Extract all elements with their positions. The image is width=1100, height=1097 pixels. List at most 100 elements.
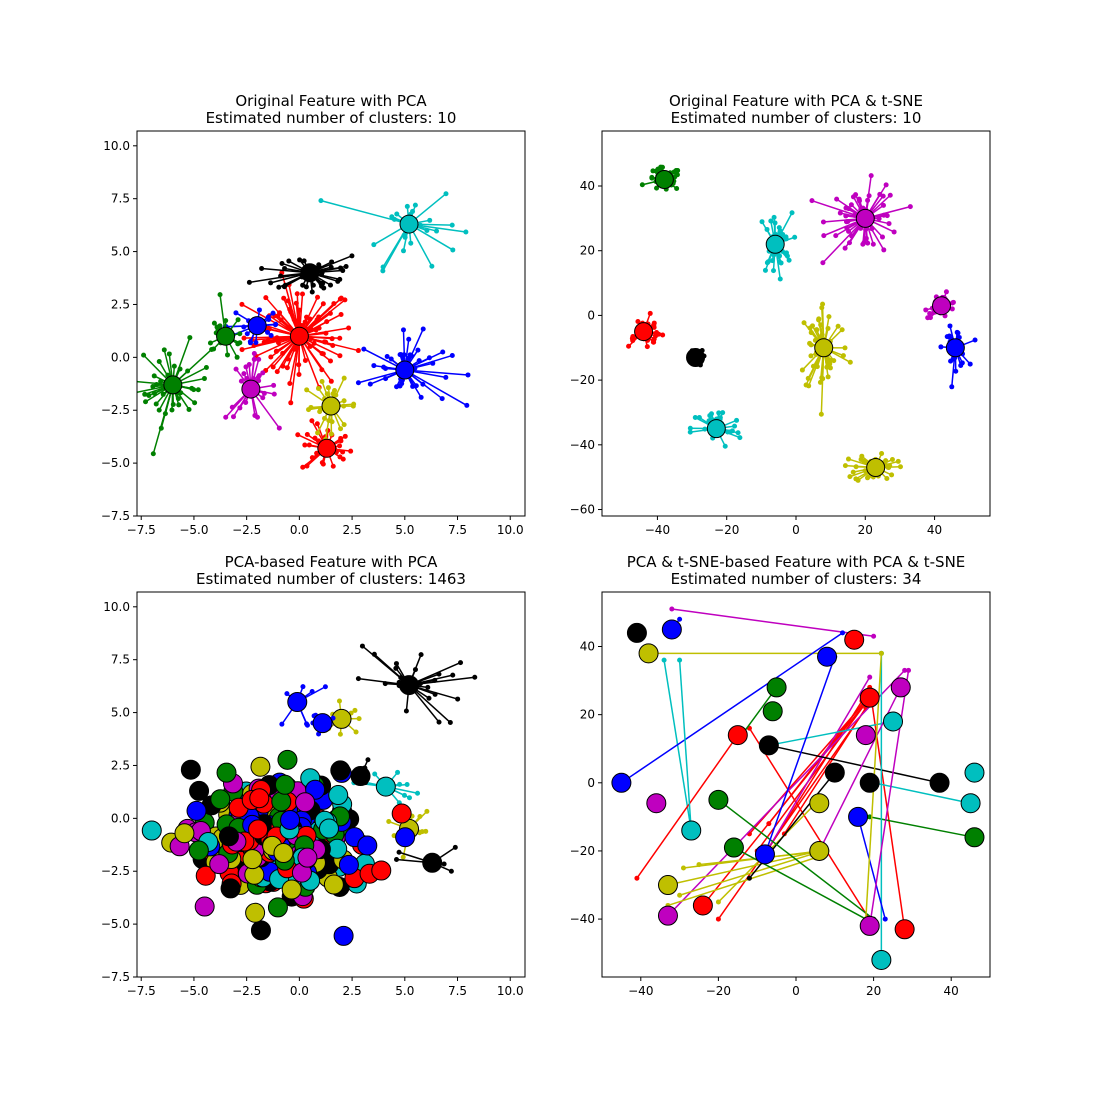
data-point xyxy=(408,240,414,246)
data-point xyxy=(217,292,223,298)
data-point xyxy=(372,771,378,777)
panel-3-title-line-1: PCA-based Feature with PCA xyxy=(225,553,438,571)
data-point xyxy=(323,330,329,336)
data-point xyxy=(680,865,686,871)
data-point xyxy=(211,320,217,326)
data-point xyxy=(436,719,442,725)
data-point xyxy=(650,168,656,174)
data-point xyxy=(195,387,201,393)
cluster-center xyxy=(883,711,903,732)
y-tick-label: 2.5 xyxy=(111,297,130,311)
data-point xyxy=(441,861,447,867)
data-point xyxy=(886,221,892,227)
data-point xyxy=(270,310,276,316)
cluster-center xyxy=(646,793,667,814)
data-point xyxy=(432,677,438,683)
data-point xyxy=(306,407,312,413)
y-tick-label: 0.0 xyxy=(111,350,130,364)
cluster-link xyxy=(408,223,466,233)
data-point xyxy=(972,337,978,343)
cluster-center xyxy=(194,896,215,917)
cluster-center xyxy=(809,793,830,814)
panel-1-title-line-2: Estimated number of clusters: 10 xyxy=(206,109,457,127)
data-point xyxy=(404,781,410,787)
data-point xyxy=(319,367,325,373)
data-point xyxy=(856,198,862,204)
data-point xyxy=(847,240,853,246)
data-point xyxy=(261,390,267,396)
data-point xyxy=(626,343,632,349)
data-point xyxy=(268,280,274,286)
data-point xyxy=(309,418,315,424)
cluster-center xyxy=(333,925,354,946)
data-point xyxy=(865,197,871,203)
cluster-center xyxy=(297,847,318,868)
data-point xyxy=(185,368,191,374)
data-point xyxy=(300,282,306,288)
data-point xyxy=(799,367,805,373)
data-point xyxy=(271,382,277,388)
cluster-center xyxy=(189,780,210,801)
cluster-center xyxy=(848,806,869,827)
cluster-center xyxy=(727,725,748,746)
cluster-link xyxy=(868,670,910,927)
x-tick-label: −2.5 xyxy=(232,523,261,537)
data-point xyxy=(923,307,929,313)
data-point xyxy=(266,317,272,323)
data-point xyxy=(831,358,837,364)
data-point xyxy=(907,204,913,210)
x-tick-label: 5.0 xyxy=(395,984,414,998)
data-point xyxy=(316,262,322,268)
data-point xyxy=(285,356,291,362)
data-point xyxy=(807,340,813,346)
cluster-center xyxy=(250,920,271,941)
data-point xyxy=(696,862,702,868)
data-point xyxy=(439,396,445,402)
x-tick-label: 20 xyxy=(866,984,881,998)
data-point xyxy=(853,476,859,482)
data-point xyxy=(142,391,148,397)
data-point xyxy=(949,384,955,390)
data-point xyxy=(319,269,325,275)
data-point xyxy=(397,781,403,787)
data-point xyxy=(319,379,325,385)
data-point xyxy=(230,414,236,420)
data-point xyxy=(310,282,316,288)
y-tick-label: −7.5 xyxy=(101,509,130,523)
data-point xyxy=(737,435,743,441)
y-tick-label: 5.0 xyxy=(111,706,130,720)
data-point xyxy=(274,369,280,375)
data-point xyxy=(326,418,332,424)
data-point xyxy=(868,173,874,179)
data-point xyxy=(324,391,330,397)
data-point xyxy=(677,657,683,663)
cluster-link xyxy=(671,608,874,638)
data-point xyxy=(337,353,343,359)
x-tick-label: 0 xyxy=(792,984,800,998)
data-point xyxy=(406,336,412,342)
data-point xyxy=(320,461,326,467)
cluster-link xyxy=(822,217,866,264)
panel-2-title-line-1: Original Feature with PCA & t-SNE xyxy=(669,92,923,110)
cluster-center xyxy=(890,677,911,698)
data-point xyxy=(331,301,337,307)
cluster-center xyxy=(216,762,237,783)
data-point xyxy=(789,210,795,216)
data-point xyxy=(766,821,772,827)
cluster-link xyxy=(768,720,894,747)
data-point xyxy=(276,425,282,431)
data-point xyxy=(835,323,841,329)
y-tick-label: 5.0 xyxy=(111,245,130,259)
y-tick-label: 2.5 xyxy=(111,758,130,772)
data-point xyxy=(328,282,334,288)
panel-1-plot-area xyxy=(137,191,471,470)
data-point xyxy=(654,185,660,191)
data-point xyxy=(238,378,244,384)
data-point xyxy=(938,344,944,350)
data-point xyxy=(887,192,893,198)
data-point xyxy=(660,332,666,338)
data-point xyxy=(674,168,680,174)
x-tick-label: 7.5 xyxy=(448,984,467,998)
cluster-center xyxy=(964,762,985,783)
data-point xyxy=(211,346,217,352)
